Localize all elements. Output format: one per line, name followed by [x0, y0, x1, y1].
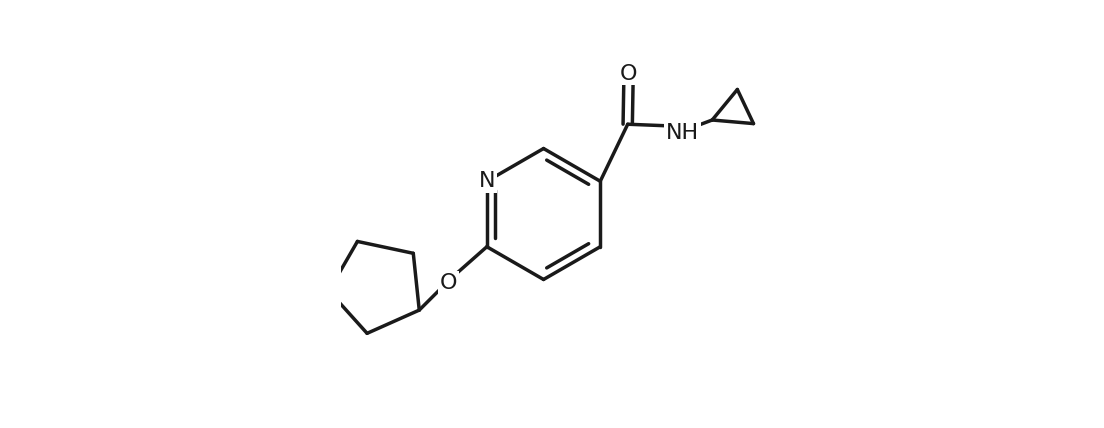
Text: O: O [440, 273, 457, 293]
Text: O: O [619, 63, 637, 83]
Text: NH: NH [666, 123, 699, 143]
Text: N: N [479, 171, 495, 191]
